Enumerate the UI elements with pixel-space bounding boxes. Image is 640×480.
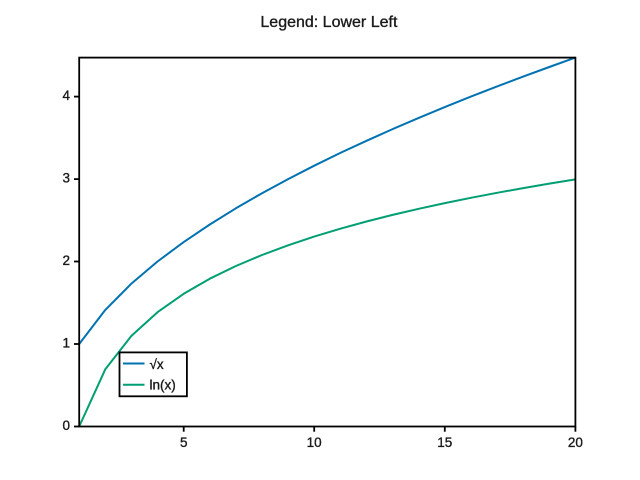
svg-text:3: 3	[62, 170, 70, 185]
svg-text:1: 1	[62, 335, 70, 350]
svg-text:0: 0	[62, 418, 70, 433]
svg-text:5: 5	[180, 435, 188, 450]
svg-text:ln(x): ln(x)	[150, 377, 176, 392]
svg-text:4: 4	[62, 88, 70, 103]
svg-text:2: 2	[62, 253, 70, 268]
svg-text:20: 20	[568, 435, 583, 450]
svg-text:10: 10	[307, 435, 322, 450]
svg-text:Legend: Lower Left: Legend: Lower Left	[260, 14, 398, 31]
svg-text:15: 15	[437, 435, 452, 450]
svg-text:√x: √x	[150, 357, 164, 372]
